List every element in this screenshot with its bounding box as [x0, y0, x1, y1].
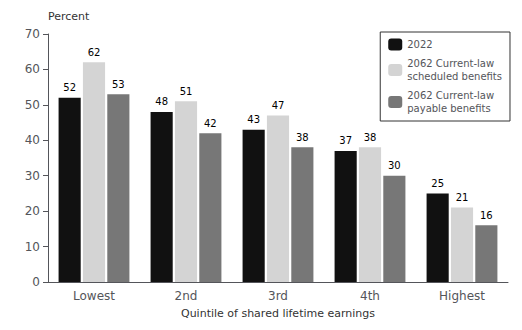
- svg-text:payable benefits: payable benefits: [407, 103, 490, 114]
- svg-text:3rd: 3rd: [268, 289, 288, 303]
- svg-text:2022: 2022: [407, 39, 432, 50]
- svg-text:2062 Current-law: 2062 Current-law: [407, 90, 494, 101]
- svg-text:30: 30: [25, 169, 40, 183]
- svg-text:60: 60: [25, 62, 40, 76]
- svg-text:4th: 4th: [360, 289, 380, 303]
- svg-text:16: 16: [480, 210, 493, 221]
- svg-text:40: 40: [25, 133, 40, 147]
- svg-text:25: 25: [431, 178, 444, 189]
- svg-text:30: 30: [388, 160, 401, 171]
- svg-text:2nd: 2nd: [175, 289, 198, 303]
- svg-text:37: 37: [339, 135, 352, 146]
- svg-text:51: 51: [180, 86, 193, 97]
- svg-text:48: 48: [155, 96, 168, 107]
- svg-text:Lowest: Lowest: [73, 289, 115, 303]
- svg-text:21: 21: [456, 192, 469, 203]
- svg-text:0: 0: [32, 275, 40, 289]
- svg-text:Quintile of shared lifetime ea: Quintile of shared lifetime earnings: [181, 307, 375, 320]
- svg-text:10: 10: [25, 240, 40, 254]
- svg-text:50: 50: [25, 98, 40, 112]
- svg-text:43: 43: [247, 114, 260, 125]
- svg-text:38: 38: [364, 132, 377, 143]
- svg-text:52: 52: [63, 82, 76, 93]
- svg-text:scheduled benefits: scheduled benefits: [407, 71, 502, 82]
- svg-text:47: 47: [272, 100, 285, 111]
- svg-text:2062 Current-law: 2062 Current-law: [407, 58, 494, 69]
- svg-text:62: 62: [88, 47, 101, 58]
- svg-text:Highest: Highest: [439, 289, 485, 303]
- svg-text:70: 70: [25, 27, 40, 41]
- svg-text:Percent: Percent: [48, 10, 90, 23]
- svg-text:20: 20: [25, 204, 40, 218]
- svg-text:42: 42: [204, 118, 217, 129]
- svg-text:38: 38: [296, 132, 309, 143]
- svg-text:53: 53: [112, 79, 125, 90]
